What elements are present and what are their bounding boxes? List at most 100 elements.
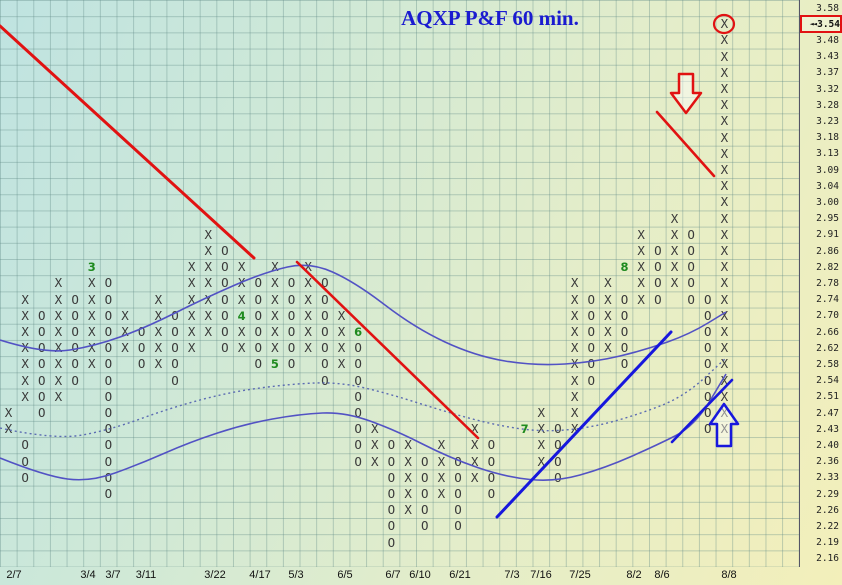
pf-symbol-o: O xyxy=(487,453,496,469)
pf-symbol-x: X xyxy=(337,324,346,339)
date-label: 7/3 xyxy=(504,569,520,581)
pf-symbol-o: O xyxy=(654,259,662,275)
last-price-box: ◄◄ 3.54 xyxy=(800,15,842,34)
red-down-arrow xyxy=(669,72,703,115)
pf-symbol-x: X xyxy=(54,356,63,372)
pf-symbol-x: X xyxy=(187,275,196,291)
pf-symbol-o: O xyxy=(221,243,229,258)
pf-symbol-o: O xyxy=(254,356,263,372)
pf-symbol-x: X xyxy=(720,81,729,96)
pf-symbol-x: X xyxy=(570,421,579,437)
pf-symbol-o: O xyxy=(354,437,362,453)
pf-symbol-x: X xyxy=(720,324,729,339)
pf-symbol-x: X xyxy=(204,226,213,242)
pf-symbol-o: O xyxy=(171,356,179,372)
price-label: 3.32 xyxy=(816,83,839,95)
pf-symbol-x: X xyxy=(87,291,96,307)
pf-symbol-x: X xyxy=(304,324,312,339)
price-label: 2.40 xyxy=(816,439,839,451)
last-price-pointer-icon: ◄◄ xyxy=(809,20,818,29)
pf-symbol-o: O xyxy=(104,324,113,339)
pf-symbol-x: X xyxy=(337,340,346,356)
pf-symbol-x: X xyxy=(470,421,479,437)
pf-symbol-x: X xyxy=(604,324,612,339)
pf-symbol-o: O xyxy=(104,340,113,356)
pf-symbol-o: O xyxy=(454,486,462,501)
pf-symbol-o: O xyxy=(487,469,496,485)
pf-symbol-o: O xyxy=(38,324,46,339)
pf-symbol-x: X xyxy=(187,340,196,356)
pf-symbol-x: X xyxy=(237,340,246,356)
pf-symbol-x: X xyxy=(371,453,379,469)
pf-symbol-o: O xyxy=(71,356,79,372)
pf-symbol-o: O xyxy=(687,259,695,275)
pf-symbol-x: X xyxy=(371,437,379,453)
pf-symbol-x: X xyxy=(404,469,412,485)
pf-symbol-o: O xyxy=(487,486,496,501)
price-label: 2.47 xyxy=(816,407,839,419)
pf-symbol-o: O xyxy=(620,340,629,356)
pf-symbol-x: X xyxy=(470,469,479,485)
pf-symbol-o: O xyxy=(104,421,113,437)
date-label: 6/21 xyxy=(449,569,471,581)
price-label: 2.91 xyxy=(816,229,839,241)
pf-symbol-x: X xyxy=(720,210,729,226)
pf-symbol-x: X xyxy=(720,307,729,323)
price-label: 3.43 xyxy=(816,51,839,63)
pf-symbol-o: O xyxy=(321,307,329,323)
pf-symbol-o: O xyxy=(620,307,629,323)
pf-symbol-x: X xyxy=(720,48,729,64)
pf-symbol-o: O xyxy=(587,340,596,356)
pf-symbol-o: O xyxy=(104,453,113,469)
pf-symbol-o: O xyxy=(354,340,362,356)
pf-symbol-x: X xyxy=(54,307,63,323)
pf-symbol-x: X xyxy=(404,502,412,518)
pf-symbol-o: O xyxy=(354,453,362,469)
pf-symbol-o: O xyxy=(704,307,712,323)
date-axis: 2/7 3/4 3/7 3/11 3/22 4/17 5/3 6/5 6/7 6/10 6/21 7/… xyxy=(0,567,799,585)
pf-symbol-x: X xyxy=(604,291,612,307)
pf-symbol-x: X xyxy=(720,356,729,372)
price-label: 2.95 xyxy=(816,213,839,225)
pf-symbol-x: X xyxy=(720,291,729,307)
pf-symbol-o: O xyxy=(321,291,329,307)
pf-symbol-o: O xyxy=(71,372,79,388)
pf-symbol-o: O xyxy=(554,469,562,485)
pf-symbol-o: O xyxy=(171,372,179,388)
pf-symbol-x: X xyxy=(204,324,213,339)
pf-symbol-o: O xyxy=(654,291,662,307)
pf-symbol-x: X xyxy=(404,453,412,469)
date-label: 3/4 xyxy=(80,569,96,581)
pf-symbol-x: X xyxy=(404,486,412,501)
pf-symbol-x: X xyxy=(87,340,96,356)
pf-symbol-x: X xyxy=(21,340,29,356)
pf-symbol-x: X xyxy=(54,275,63,291)
pf-symbol-o: O xyxy=(704,340,712,356)
pf-symbol-x: X xyxy=(537,437,546,453)
pf-symbol-x: X xyxy=(237,324,246,339)
pf-symbol-x: X xyxy=(21,388,29,404)
pf-symbol-x: X xyxy=(570,307,579,323)
price-label: 2.26 xyxy=(816,504,839,516)
pf-symbol-o: O xyxy=(171,340,179,356)
pf-symbol-x: X xyxy=(720,64,729,80)
pf-symbol-o: O xyxy=(387,502,396,518)
pf-symbol-x: X xyxy=(371,421,379,437)
pf-symbol-x: X xyxy=(121,340,129,356)
pf-symbol-x: X xyxy=(637,243,645,258)
pf-symbol-x: X xyxy=(54,324,63,339)
pf-symbol-x: X xyxy=(187,307,196,323)
pf-symbol-o: O xyxy=(687,243,695,258)
pf-symbol-o: O xyxy=(104,388,113,404)
pf-symbol-x: X xyxy=(470,437,479,453)
pf-symbol-x: X xyxy=(204,275,213,291)
pf-symbol-o: O xyxy=(254,291,263,307)
pf-symbol-x: X xyxy=(204,243,213,258)
pf-symbol-x: X xyxy=(4,405,13,420)
pf-symbol-x: X xyxy=(604,275,612,291)
pf-symbol-o: O xyxy=(287,340,296,356)
price-label: 2.16 xyxy=(816,553,839,565)
pf-symbol-x: X xyxy=(187,291,196,307)
pf-symbol-x: X xyxy=(21,372,29,388)
